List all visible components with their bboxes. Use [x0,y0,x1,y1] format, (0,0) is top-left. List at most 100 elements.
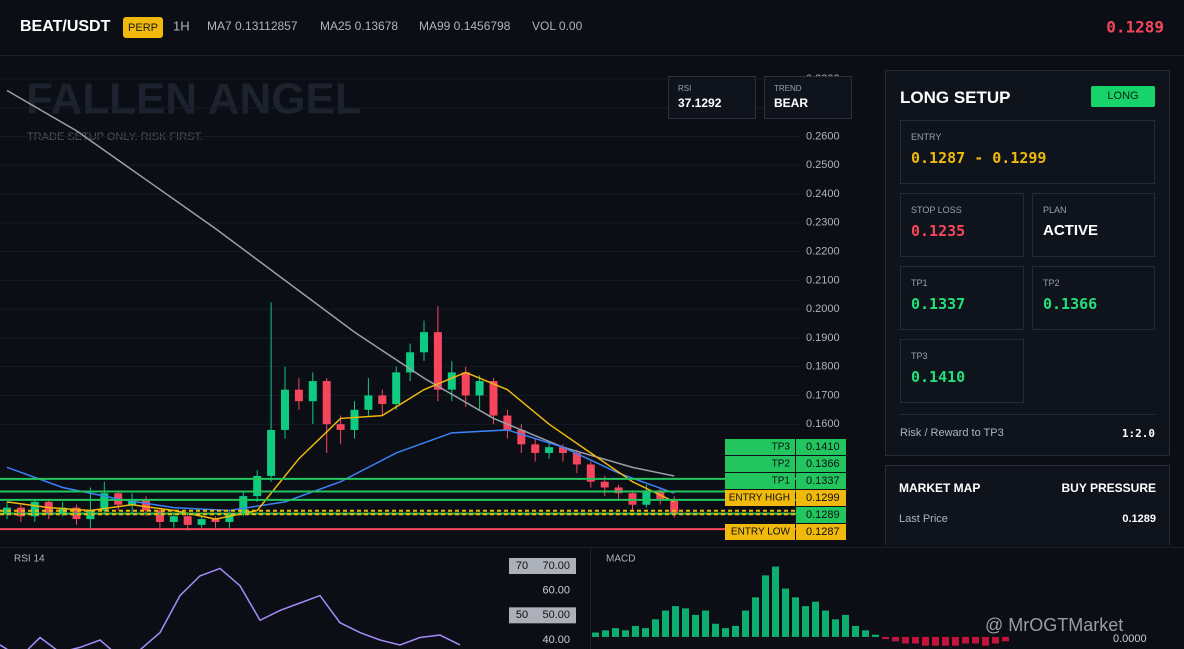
timeframe: 1H [173,18,190,33]
level-tag [725,490,795,506]
macd-bar [712,623,719,637]
candle-body [406,352,415,373]
tp3-card: TP3 0.1410 [900,339,1024,403]
perp-badge [123,17,163,38]
macd-bar [782,588,789,637]
macd-bar [1002,636,1009,642]
macd-bar [812,601,819,637]
macd-bar [902,636,909,644]
level-price: 0.1366 [806,458,840,470]
candle-body [614,487,623,494]
macd-bar [722,628,729,637]
y-tick-label: 0.2000 [806,303,840,315]
watermark-title: FALLEN ANGEL [26,75,362,124]
macd-bar [602,630,609,637]
level-name: TP3 [772,442,791,453]
entry-label: ENTRY [911,132,942,142]
candle-body [308,381,317,402]
macd-bar [932,636,939,646]
macd-bar [792,597,799,637]
macd-bar [762,575,769,637]
macd-bar [802,606,809,637]
watermark: @ MrOGTMarket [985,615,1123,635]
y-tick-label: 0.2100 [806,274,840,286]
candle-body [281,389,289,430]
y-tick-label: 0.2200 [806,246,840,258]
plan-label: PLAN [1043,205,1067,215]
level-price: 0.1410 [806,441,840,453]
level-price: 0.1287 [806,526,840,538]
macd-title: MACD [606,554,635,565]
stop-value: 0.1235 [911,222,966,240]
macd-bar [652,619,659,637]
candle-body [225,513,234,522]
moving-average [6,371,675,520]
rsi-band-label: 70 [516,560,528,572]
candle-body [531,444,540,453]
y-tick-label: 0.1900 [806,332,840,344]
candle-body [461,372,470,396]
macd-bar [672,606,679,637]
ma7: MA7 0.13112857 [207,19,298,33]
macd-bar [962,636,969,644]
candle-body [392,372,401,405]
last-price-value: 0.1289 [1122,513,1156,525]
tp2-label: TP2 [1043,278,1060,288]
candle-body [30,501,39,517]
macd-bar [732,625,739,637]
y-tick-label: 0.1600 [806,418,840,430]
level-price: 0.1299 [806,492,840,504]
candle-body [433,332,442,390]
candle-body [600,481,609,488]
candle-body [670,498,679,514]
macd-bar [992,636,999,644]
macd-bar [872,634,879,637]
macd-bar [772,566,779,637]
tp3-label: TP3 [911,351,928,361]
rsi-box-label: RSI [678,84,691,93]
plan-card: PLAN ACTIVE [1032,193,1155,257]
candle-body [267,429,276,476]
macd-bar [832,619,839,637]
candle-body [142,498,150,511]
level-price-tag [796,456,846,472]
candle-body [378,395,387,405]
macd-bar [942,636,949,646]
level-tag [725,439,795,455]
tp1-label: TP1 [911,278,928,288]
level-price-tag [796,524,846,540]
y-tick-label: 0.2300 [806,217,840,229]
stop-card: STOP LOSS 0.1235 [900,193,1024,257]
candle-body [155,510,164,522]
candle-body [503,415,512,430]
macd-bar [742,610,749,637]
rsi-band-box [509,558,576,574]
macd-bar [852,625,859,637]
candle-body [586,464,595,482]
entry-card: ENTRY 0.1287 - 0.1299 [900,120,1155,184]
candle-body [16,507,25,517]
macd-bar [592,632,599,637]
long-badge: LONG [1091,86,1155,107]
plan-value: ACTIVE [1043,222,1099,239]
candle-body [322,381,331,425]
perp-text: PERP [128,22,158,34]
y-tick-label: 0.1800 [806,361,840,373]
rsi-band-box [509,607,576,624]
candle-body [364,395,373,410]
stop-label: STOP LOSS [911,205,962,215]
symbol: BEAT/USDT [20,18,111,35]
macd-bar [882,636,889,640]
entry-value: 0.1287 - 0.1299 [911,149,1047,167]
tp3-value: 0.1410 [911,368,966,386]
rsi-box [668,76,756,119]
tp1-card: TP1 0.1337 [900,266,1024,330]
setup-title: LONG SETUP [900,88,1011,107]
level-price-tag [796,439,846,455]
candle-body [517,429,526,445]
moving-average [6,89,675,477]
candle-body [294,389,303,402]
rsi-tick-label: 60.00 [542,585,570,597]
